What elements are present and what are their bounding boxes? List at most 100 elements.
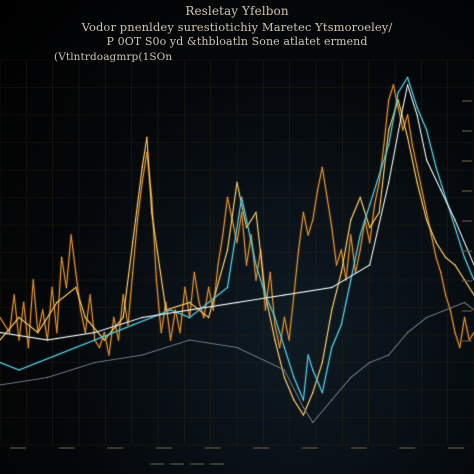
tick-labels <box>10 100 472 465</box>
series-1-point-3 <box>56 301 58 304</box>
series-1-point-7 <box>122 316 124 319</box>
series-1-point-22 <box>293 399 295 401</box>
series-0-point-87 <box>416 166 418 169</box>
series-1-point-15 <box>226 249 229 251</box>
series-0-point-69 <box>331 226 333 229</box>
series-0-point-82 <box>392 84 395 86</box>
series-2-point-17 <box>264 294 267 296</box>
series-line-0 <box>0 84 474 356</box>
series-0-point-85 <box>406 114 409 116</box>
series-0-point-94 <box>449 309 451 311</box>
series-2-point-26 <box>340 324 342 326</box>
series-2-point-20 <box>293 376 295 379</box>
series-0-point-35 <box>169 339 172 341</box>
series-3-point-13 <box>425 159 428 161</box>
series-0-point-78 <box>373 204 376 206</box>
footer-mark-3 <box>210 463 224 465</box>
series-4-point-11 <box>369 361 371 364</box>
x-tick-mark-1 <box>58 447 75 449</box>
series-0-point-36 <box>174 309 177 311</box>
series-1-point-5 <box>84 316 87 319</box>
series-1-point-36 <box>425 219 428 221</box>
series-4-point-16 <box>463 301 466 304</box>
series-1-point-21 <box>283 376 286 379</box>
series-0-point-51 <box>245 264 248 266</box>
series-0-point-8 <box>42 309 44 311</box>
series-2-point-32 <box>397 91 399 94</box>
series-0-point-79 <box>378 181 380 184</box>
series-0-point-23 <box>113 316 115 319</box>
series-0-point-93 <box>444 294 447 296</box>
series-0-point-14 <box>70 234 72 236</box>
series-0-point-86 <box>411 144 414 146</box>
footer-mark-0 <box>150 463 164 465</box>
series-2-point-2 <box>37 361 39 364</box>
series-2-point-10 <box>188 316 191 319</box>
series-1-point-13 <box>188 301 191 304</box>
series-0-point-45 <box>217 264 219 266</box>
series-1-point-4 <box>75 286 77 289</box>
series-3-point-11 <box>406 84 409 86</box>
series-0-point-60 <box>288 339 290 341</box>
series-0-point-56 <box>269 271 271 274</box>
series-0-point-43 <box>207 286 210 289</box>
y-tick-mark-4 <box>462 220 472 222</box>
series-0-point-59 <box>283 316 286 319</box>
series-2-point-6 <box>113 331 115 334</box>
series-2-point-24 <box>321 391 323 394</box>
x-tick-mark-2 <box>107 447 124 449</box>
series-2-point-0 <box>0 361 1 364</box>
series-1-point-32 <box>388 129 390 131</box>
series-1-point-29 <box>359 196 361 199</box>
series-4-point-6 <box>283 369 286 371</box>
series-2-point-12 <box>226 286 229 289</box>
series-0-point-41 <box>198 301 200 304</box>
series-2-point-1 <box>18 369 20 371</box>
series-0-point-96 <box>459 346 461 349</box>
series-1-point-10 <box>146 136 148 139</box>
series-0-point-21 <box>103 331 106 334</box>
series-0-point-17 <box>84 331 87 334</box>
series-0-point-6 <box>32 279 34 281</box>
series-0-point-30 <box>146 151 148 154</box>
series-0-point-1 <box>8 331 11 334</box>
x-tick-mark-9 <box>448 447 464 449</box>
series-1-point-18 <box>255 211 257 214</box>
series-0-point-62 <box>297 249 300 251</box>
series-1-point-34 <box>406 136 409 139</box>
series-0-point-71 <box>340 249 342 251</box>
x-tick-mark-5 <box>253 447 270 449</box>
series-3-point-7 <box>331 286 333 289</box>
series-1-point-16 <box>236 181 238 184</box>
series-1-point-14 <box>207 316 210 319</box>
series-1-point-27 <box>340 271 342 274</box>
series-1-point-30 <box>369 226 371 229</box>
series-0-point-29 <box>141 181 143 184</box>
series-0-point-73 <box>350 234 352 236</box>
series-0-point-10 <box>51 286 53 289</box>
series-3-point-6 <box>283 294 286 296</box>
series-3-point-3 <box>141 316 143 319</box>
series-4-point-12 <box>388 354 390 356</box>
series-2-point-7 <box>132 324 134 326</box>
x-tick-mark-4 <box>204 447 221 449</box>
series-2-point-5 <box>94 339 96 341</box>
series-0-point-50 <box>241 211 243 214</box>
series-2-point-28 <box>359 234 361 236</box>
series-0-point-90 <box>430 234 432 236</box>
x-tick-mark-6 <box>302 447 318 449</box>
series-3-point-5 <box>236 301 238 304</box>
series-0-point-18 <box>89 294 91 296</box>
series-2-point-19 <box>283 346 286 349</box>
series-2-point-15 <box>245 219 248 221</box>
series-0-point-22 <box>108 354 110 356</box>
series-1-point-39 <box>454 264 456 266</box>
y-tick-mark-6 <box>462 280 472 282</box>
series-0-point-92 <box>440 271 442 274</box>
series-0-point-26 <box>127 324 129 326</box>
x-tick-mark-8 <box>399 447 416 449</box>
series-0-point-63 <box>302 211 305 214</box>
series-0-point-20 <box>98 346 101 349</box>
series-0-point-44 <box>212 309 214 311</box>
